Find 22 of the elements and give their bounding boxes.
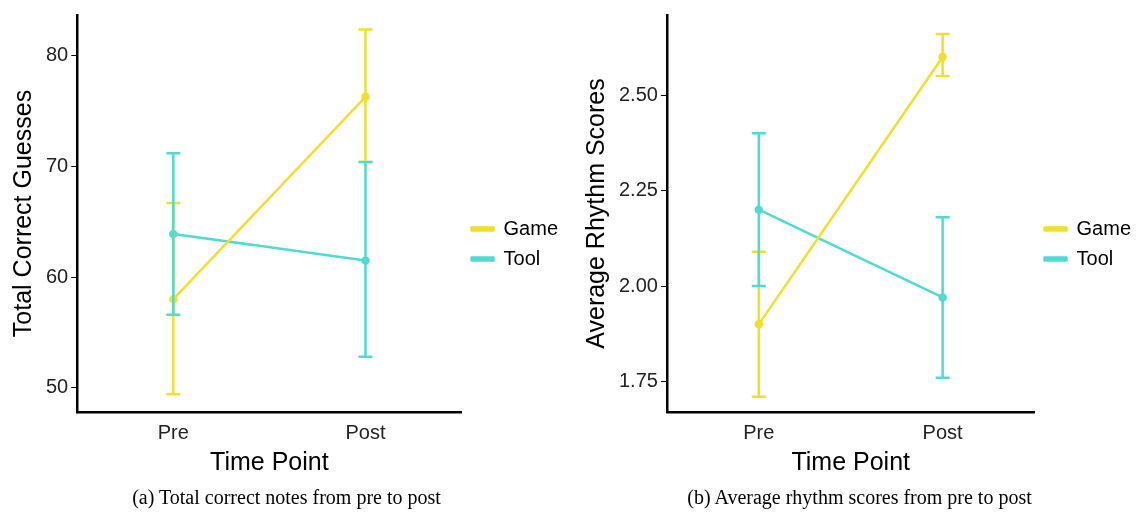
text: (a) Total correct notes from pre to post: [131, 486, 442, 509]
legend-label: Tool: [503, 246, 541, 269]
legend-label: Game: [1076, 216, 1132, 239]
x-axis-title: Time Point: [791, 446, 911, 475]
x-axis-title: Time Point: [210, 446, 329, 475]
legend-label: Tool: [1076, 246, 1114, 269]
x-tick-label: Pre: [743, 420, 775, 443]
y-tick-label: 50: [46, 375, 69, 398]
x-tick-label: Post: [922, 420, 964, 443]
y-tick-label: 1.75: [618, 368, 658, 391]
text: (b) Average rhythm scores from pre to post: [686, 486, 1033, 509]
y-tick-label: 2.00: [618, 273, 658, 296]
y-tick-label: 60: [46, 264, 69, 287]
y-axis-title: Average Rhythm Scores: [580, 78, 609, 349]
legend-label: Game: [503, 216, 559, 239]
y-tick-label: 80: [46, 43, 69, 66]
y-tick-label: 70: [46, 154, 69, 177]
y-tick-label: 2.50: [618, 82, 658, 105]
y-tick-label: 2.25: [618, 178, 658, 201]
x-tick-label: Post: [345, 420, 386, 443]
y-axis-title: Total Correct Guesses: [7, 89, 36, 338]
x-tick-label: Pre: [157, 420, 189, 443]
